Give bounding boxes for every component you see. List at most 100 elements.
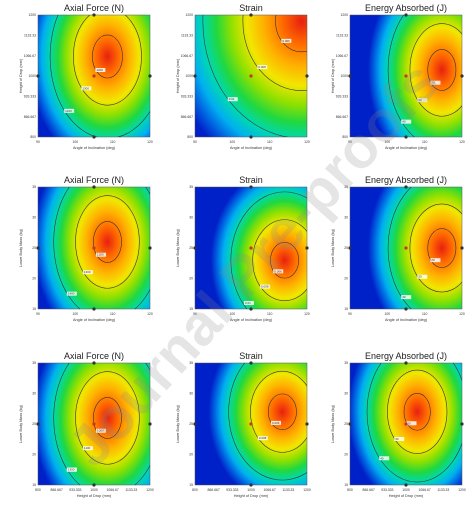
contour-label-bg [243,301,254,305]
y-tick-label: 1000 [340,74,348,78]
y-tick-label: 30 [344,392,348,396]
x-tick-label: 1000 [402,488,410,492]
y-tick-label: 35 [32,185,36,189]
contour-line [93,397,122,439]
contour-label: 0.006 [274,269,282,273]
contour-line [75,371,140,465]
contour-label: 30 [418,275,422,279]
panel-title: Energy Absorbed (J) [365,3,447,13]
y-tick-label: 933.333 [336,95,348,99]
y-tick-label: 15 [344,483,348,487]
x-tick-label: 1133.33 [437,488,449,492]
y-tick-label: 1200 [185,13,193,17]
y-axis-label: Height of Drop (mm) [19,58,23,93]
x-tick-label: 110 [422,312,428,316]
contour-label: 30 [418,98,422,102]
contour-label: 0.006 [282,39,290,43]
design-point [348,246,352,250]
design-point [92,246,96,250]
y-tick-label: 1200 [340,13,348,17]
design-point [92,13,96,17]
design-point [36,422,40,426]
y-tick-label: 15 [344,307,348,311]
y-tick-label: 35 [189,185,193,189]
design-point [404,135,408,139]
x-axis-label: Height of Drop (mm) [77,494,112,498]
y-axis-label: Lower Body Mass (kg) [331,228,335,267]
y-tick-label: 30 [32,216,36,220]
contour-line [409,23,462,117]
x-tick-label: 1133.33 [282,488,294,492]
contour-label: 20 [407,421,411,425]
y-tick-label: 30 [189,392,193,396]
panel-6: 20 30 40 Energy Absorbed (J) 90 100 110 120 15 20… [331,175,465,322]
design-point [404,13,408,17]
design-point [148,422,152,426]
y-tick-label: 20 [189,277,193,281]
contour-line [92,34,123,79]
x-tick-label: 1066.67 [264,488,276,492]
x-tick-label: 120 [459,140,465,144]
design-point [148,246,152,250]
y-tick-label: 800 [187,135,193,139]
contour-label-bg [227,97,238,102]
x-tick-label: 90 [348,140,352,144]
contour-label: 40 [402,120,406,124]
y-tick-label: 1066.67 [24,54,36,58]
y-tick-label: 1000 [185,74,193,78]
y-tick-label: 933.333 [24,95,36,99]
y-tick-label: 1133.33 [336,34,348,38]
design-point [348,422,352,426]
y-tick-label: 30 [344,216,348,220]
x-axis-label: Angle of Inclination (deg) [73,146,116,150]
contour-label: 1300 [84,270,91,274]
contour-label-bg [96,428,107,433]
design-point [249,135,253,139]
contour-label-bg [270,420,281,425]
x-tick-label: 90 [193,140,197,144]
contour-line [409,203,462,293]
x-tick-label: 110 [110,140,116,144]
x-axis-label: Angle of Inclination (deg) [230,318,273,322]
y-tick-label: 866.667 [181,115,193,119]
contour-label-bg [281,38,292,43]
y-tick-label: 866.667 [336,115,348,119]
contour-line [242,15,307,91]
contour-label-bg [257,436,268,441]
design-point [404,422,408,426]
design-point [460,422,464,426]
panel-1: 1200 1300 1400 Axial Force (N) 90 100 110 120 80… [19,3,153,150]
design-point [36,74,40,78]
design-point [92,74,96,78]
design-point [404,74,408,78]
contour-line [252,219,307,302]
x-tick-label: 120 [459,312,465,316]
contour-label-bg [394,436,405,441]
contour-label: 0.008 [261,285,269,289]
x-tick-label: 110 [422,140,428,144]
design-point [148,74,152,78]
contour-label-bg [379,456,390,461]
contour-label-bg [257,65,268,70]
y-tick-label: 35 [32,361,36,365]
contour-line [427,228,457,268]
x-tick-label: 1000 [90,488,98,492]
contour-line [53,187,150,309]
panel-7: 1000 1100 1200 1300 Axial Force (N) 800 866.66… [19,351,154,498]
y-tick-label: 15 [32,307,36,311]
y-tick-label: 1066.67 [336,54,348,58]
y-tick-label: 25 [32,422,36,426]
y-tick-label: 1133.33 [24,34,36,38]
x-tick-label: 90 [193,312,197,316]
contour-line [202,15,290,137]
y-axis-label: Height of Drop (mm) [331,58,335,93]
panel-8: 0.006 0.008 Strain 800 866.667 933.333 1000 106… [176,351,311,498]
contour-label-bg [66,291,77,296]
contour-label: 0.006 [272,421,280,425]
contour-label: 1000 [97,429,104,433]
y-axis-label: Height of Drop (mm) [176,58,180,93]
contour-label-bg [260,284,271,289]
panel-5: 0.006 0.008 0.01 Strain 90 100 110 120 15 20 25 30 3… [176,175,310,322]
y-tick-label: 800 [30,135,36,139]
